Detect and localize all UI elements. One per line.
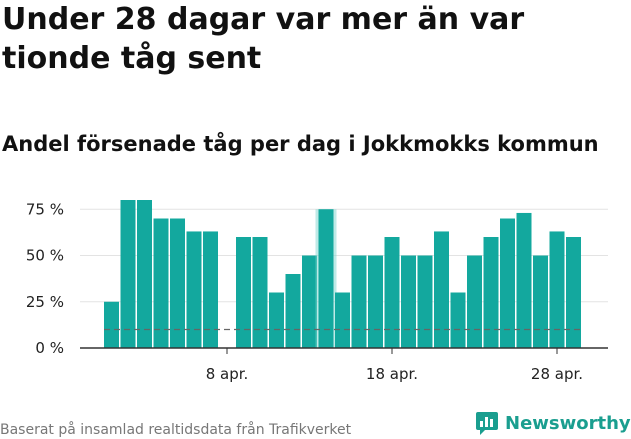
bar <box>285 274 301 348</box>
bar <box>434 231 449 348</box>
newsworthy-chart-icon <box>476 412 498 435</box>
newsworthy-logo: Newsworthy <box>475 408 631 438</box>
bar-chart: 0 % 25 % 50 % 75 % 8 apr. 18 apr. 28 apr. <box>26 200 608 383</box>
bar <box>516 212 532 348</box>
bar <box>318 209 334 348</box>
bar <box>170 218 185 348</box>
bar <box>467 255 482 348</box>
x-tick-label: 28 apr. <box>531 365 583 383</box>
bar <box>450 292 466 348</box>
bar <box>269 292 284 348</box>
bar <box>302 255 317 348</box>
bar <box>566 237 581 348</box>
bar <box>104 301 119 348</box>
bar <box>120 200 136 348</box>
bar <box>252 237 268 348</box>
bar <box>401 255 416 348</box>
bar <box>335 292 350 348</box>
x-tick-label: 8 apr. <box>206 365 249 383</box>
x-tick-label: 18 apr. <box>366 365 418 383</box>
bar <box>500 218 515 348</box>
source-note: Baserat på insamlad realtidsdata från Tr… <box>0 422 352 438</box>
bar <box>368 255 383 348</box>
chart-subtitle: Andel försenade tåg per dag i Jokkmokks … <box>2 132 599 156</box>
bar <box>203 231 218 348</box>
y-tick-label: 0 % <box>35 339 64 357</box>
y-tick-label: 25 % <box>26 293 64 311</box>
bar <box>384 237 400 348</box>
bar <box>137 200 152 348</box>
bar <box>153 218 169 348</box>
bars <box>104 200 581 348</box>
x-axis-ticks: 8 apr. 18 apr. 28 apr. <box>206 348 583 383</box>
y-tick-label: 50 % <box>26 247 64 265</box>
bar <box>186 231 202 348</box>
bar <box>351 255 367 348</box>
y-tick-label: 75 % <box>26 200 64 218</box>
bar <box>417 255 433 348</box>
y-axis-ticks: 0 % 25 % 50 % 75 % <box>26 200 64 357</box>
bar <box>533 255 548 348</box>
bar <box>236 237 251 348</box>
bar <box>549 231 565 348</box>
bar <box>483 237 499 348</box>
logo-text: Newsworthy <box>505 412 631 434</box>
chart-title: Under 28 dagar var mer än var tionde tåg… <box>2 2 525 76</box>
